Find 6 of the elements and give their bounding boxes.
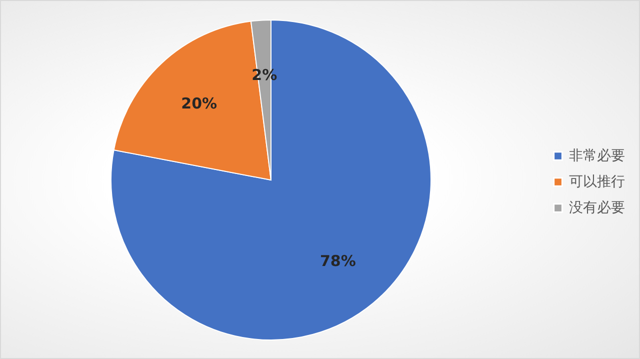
legend-label: 没有必要 <box>569 200 625 216</box>
data-label: 20% <box>181 94 218 112</box>
legend-label: 非常必要 <box>569 148 625 164</box>
pie-slice <box>110 20 432 340</box>
legend-label: 可以推行 <box>569 174 625 190</box>
data-label: 78% <box>320 252 356 270</box>
